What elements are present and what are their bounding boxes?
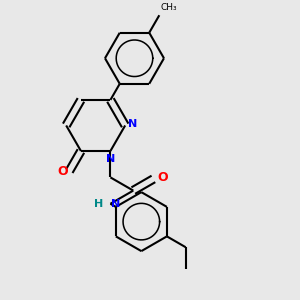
Text: CH₃: CH₃ (161, 3, 178, 12)
Text: H: H (94, 199, 104, 209)
Text: N: N (128, 119, 137, 129)
Text: O: O (158, 171, 168, 184)
Text: O: O (57, 165, 68, 178)
Text: N: N (106, 154, 115, 164)
Text: N: N (111, 199, 120, 209)
